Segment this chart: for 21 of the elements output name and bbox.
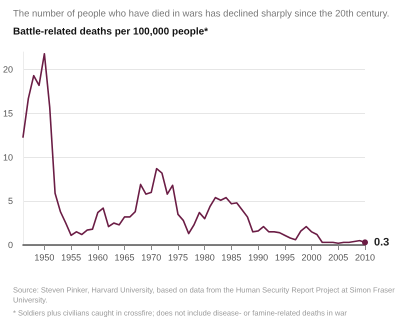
x-tick-label: 1965 — [114, 252, 135, 262]
x-tick-label: 1980 — [194, 252, 215, 262]
x-tick-label: 2010 — [354, 252, 376, 262]
y-axis-title: Battle-related deaths per 100,000 people* — [13, 26, 208, 38]
x-tick-label: 1985 — [221, 252, 242, 262]
x-tick-label: 1955 — [61, 252, 82, 262]
x-tick-label: 2005 — [328, 252, 348, 262]
x-tick-label: 1995 — [274, 252, 295, 262]
y-tick-label: 20 — [2, 64, 14, 75]
data-label: 0.3 — [374, 236, 390, 248]
x-tick-label: 1975 — [168, 252, 188, 262]
y-tick-label: 5 — [8, 196, 14, 206]
x-tick-label: 1960 — [88, 252, 108, 262]
x-tick-label: 1950 — [34, 252, 54, 262]
x-tick-label: 2000 — [302, 252, 322, 262]
chart-title: The number of people who have died in wars has declined sharply since the 20th century. — [13, 8, 390, 20]
x-tick-label: 1970 — [141, 252, 162, 262]
y-tick-label: 10 — [2, 152, 14, 162]
y-tick-label: 15 — [2, 108, 14, 118]
x-tick-label: 1990 — [248, 252, 268, 262]
y-tick-label: 0 — [8, 240, 14, 250]
